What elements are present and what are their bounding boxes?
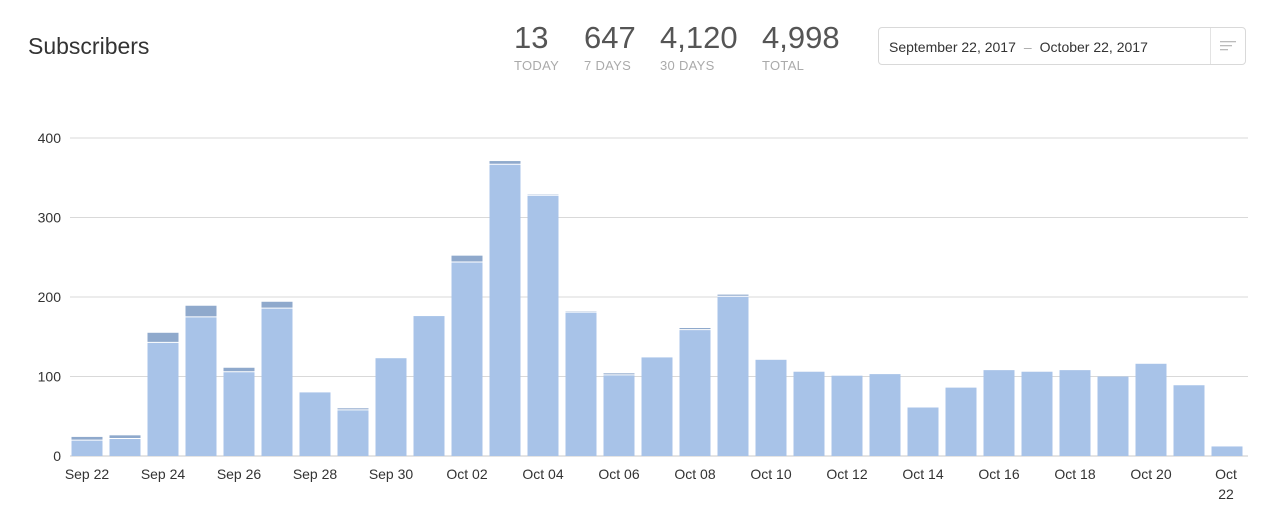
bar-primary-oct-20 [1135, 363, 1167, 456]
bar-primary-oct-16 [983, 370, 1015, 456]
stat-today: 13 TODAY [514, 20, 559, 73]
bar-primary-sep-25 [185, 316, 217, 456]
bar-primary-sep-30 [375, 358, 407, 456]
x-tick-label: Oct 04 [522, 466, 563, 482]
bar-secondary-oct-08 [679, 328, 711, 330]
bar-secondary-sep-23 [109, 435, 141, 439]
list-icon [1220, 41, 1236, 51]
x-tick-label: Oct 14 [902, 466, 943, 482]
bar-primary-sep-22 [71, 440, 103, 456]
date-range-separator: – [1023, 39, 1032, 55]
bar-secondary-oct-06 [603, 373, 635, 375]
x-tick-label: Oct 18 [1054, 466, 1095, 482]
bar-primary-sep-23 [109, 438, 141, 456]
x-tick-label: Oct 10 [750, 466, 791, 482]
x-tick-label: Oct 20 [1130, 466, 1171, 482]
bar-primary-oct-13 [869, 374, 901, 456]
bar-primary-oct-11 [793, 371, 825, 456]
date-range-menu-button[interactable] [1210, 28, 1245, 64]
stat-label: TOTAL [762, 58, 805, 73]
bar-primary-oct-09 [717, 296, 749, 456]
page-title: Subscribers [28, 33, 150, 59]
date-range-picker[interactable]: September 22, 2017– October 22, 2017 [878, 27, 1246, 65]
stat-value: 4,998 [762, 20, 840, 55]
bar-primary-oct-01 [413, 316, 445, 456]
x-tick-label: Oct 16 [978, 466, 1019, 482]
bar-primary-oct-15 [945, 387, 977, 456]
x-tick-label: Sep 26 [217, 466, 262, 482]
bar-primary-oct-08 [679, 329, 711, 456]
bar-primary-oct-07 [641, 357, 673, 456]
x-tick-label: Sep 28 [293, 466, 338, 482]
bar-primary-oct-04 [527, 195, 559, 457]
bar-secondary-sep-25 [185, 305, 217, 317]
bar-primary-oct-05 [565, 312, 597, 456]
y-tick-label: 400 [38, 130, 62, 146]
stat-total: 4,998 TOTAL [762, 20, 840, 73]
x-tick-label: Oct 06 [598, 466, 639, 482]
bar-primary-sep-26 [223, 371, 255, 456]
stat-label: 30 DAYS [660, 58, 715, 73]
bar-secondary-sep-29 [337, 408, 369, 410]
y-tick-label: 300 [38, 210, 62, 226]
stat-30-days: 4,120 30 DAYS [660, 20, 738, 73]
bar-primary-oct-14 [907, 407, 939, 456]
bar-secondary-oct-03 [489, 161, 521, 165]
bar-primary-oct-10 [755, 359, 787, 456]
bar-primary-oct-19 [1097, 376, 1129, 456]
bar-secondary-sep-24 [147, 332, 179, 343]
bar-secondary-sep-26 [223, 367, 255, 372]
bar-primary-sep-24 [147, 342, 179, 456]
bar-secondary-oct-09 [717, 294, 749, 297]
bar-secondary-oct-02 [451, 255, 483, 263]
bar-primary-oct-12 [831, 375, 863, 456]
y-tick-label: 0 [53, 448, 61, 464]
x-tick-label: Oct 02 [446, 466, 487, 482]
stat-value: 4,120 [660, 20, 738, 55]
date-range-start: September 22, 2017 [889, 39, 1016, 55]
y-tick-label: 100 [38, 369, 62, 385]
x-tick-label: Sep 30 [369, 466, 414, 482]
bar-primary-oct-06 [603, 374, 635, 456]
bar-primary-oct-18 [1059, 370, 1091, 456]
bar-primary-sep-28 [299, 392, 331, 456]
stat-label: TODAY [514, 58, 560, 73]
bar-primary-oct-02 [451, 262, 483, 456]
bar-primary-oct-21 [1173, 385, 1205, 456]
stat-label: 7 DAYS [584, 58, 632, 73]
y-tick-label: 200 [38, 289, 62, 305]
date-range-end: October 22, 2017 [1039, 39, 1148, 55]
stat-value: 13 [514, 20, 549, 55]
bar-primary-oct-17 [1021, 371, 1053, 456]
bar-primary-oct-03 [489, 164, 521, 457]
bar-primary-sep-27 [261, 308, 293, 456]
date-range-text[interactable]: September 22, 2017– October 22, 2017 [889, 39, 1148, 55]
bar-secondary-sep-27 [261, 301, 293, 309]
x-tick-label: Sep 22 [65, 466, 110, 482]
bar-secondary-sep-22 [71, 436, 103, 441]
x-tick-label: Sep 24 [141, 466, 186, 482]
bar-primary-oct-22 [1211, 446, 1243, 456]
x-tick-label: Oct 12 [826, 466, 867, 482]
stat-7-days: 647 7 DAYS [584, 20, 636, 73]
x-tick-label: Oct 22 [1215, 466, 1237, 502]
x-tick-label: Oct 08 [674, 466, 715, 482]
bar-primary-sep-29 [337, 409, 369, 456]
stat-value: 647 [584, 20, 636, 55]
